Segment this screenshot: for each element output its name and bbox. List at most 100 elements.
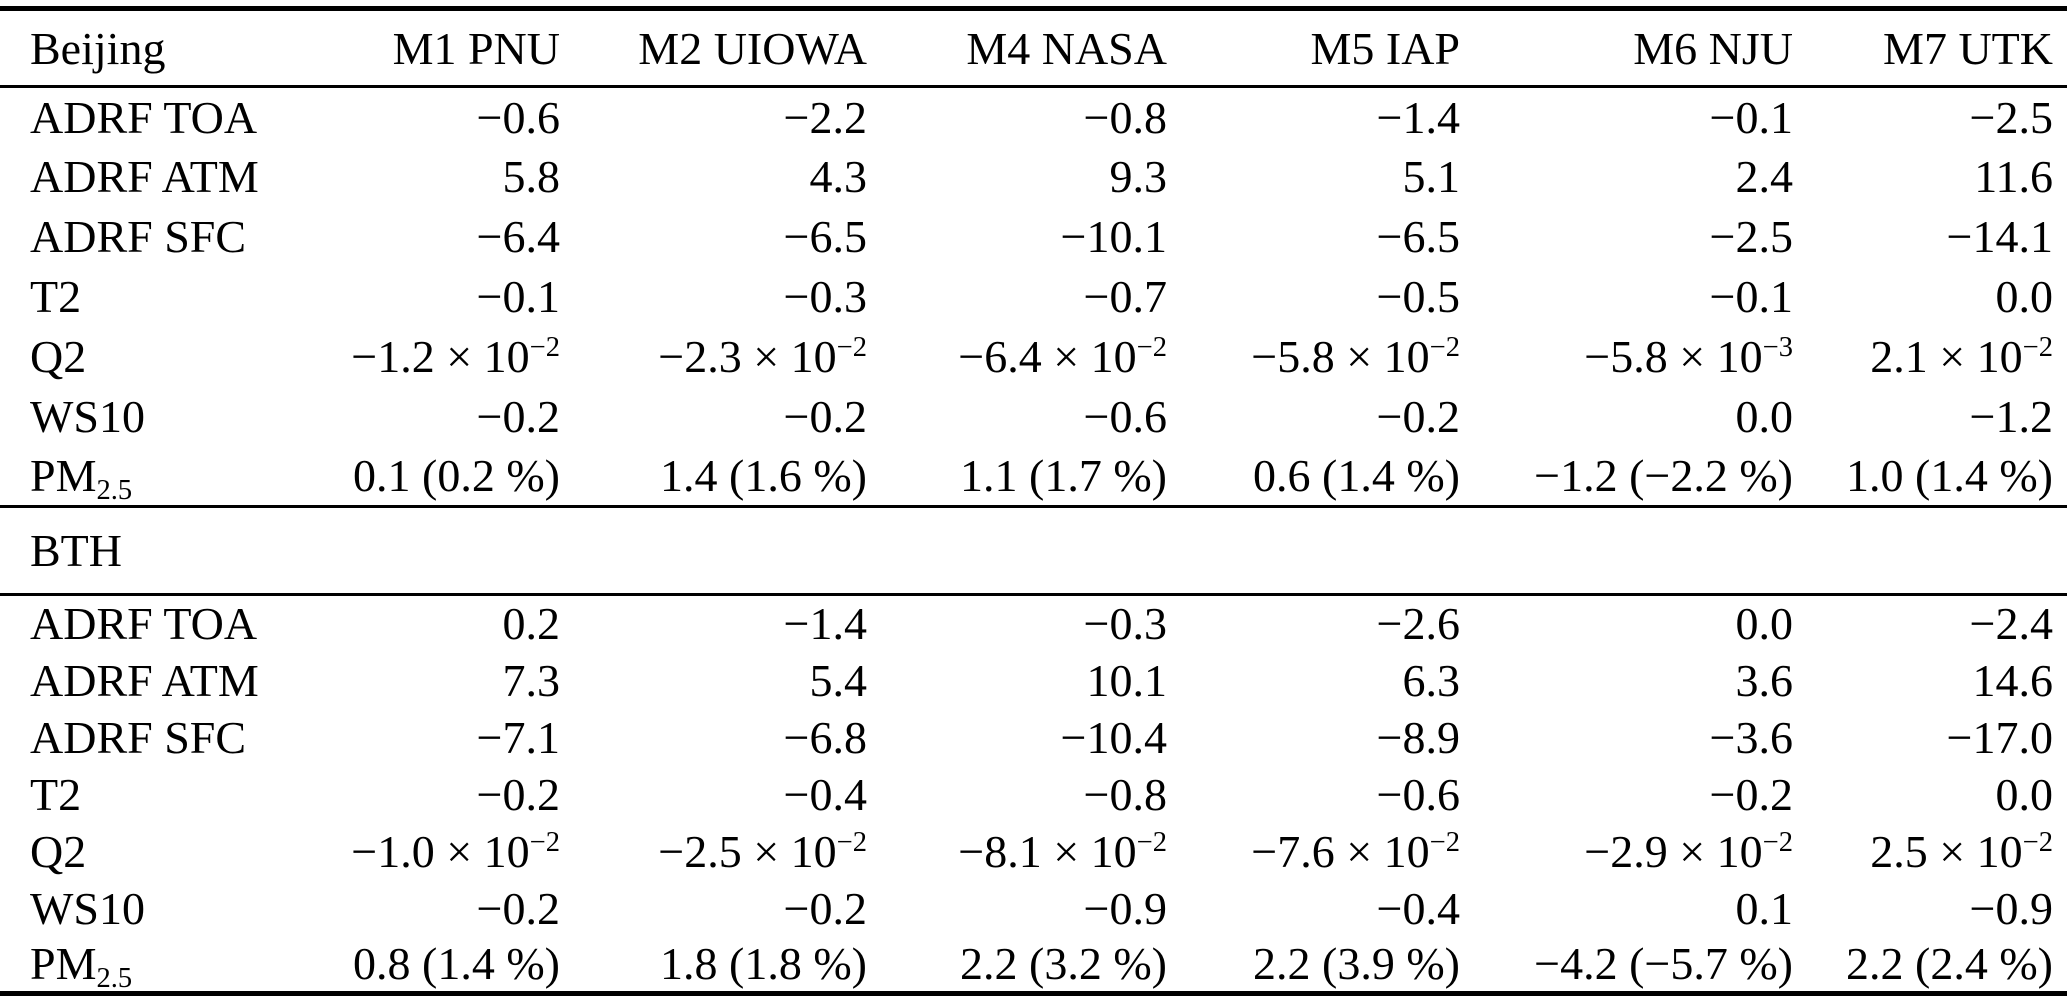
value-cell: −0.6 <box>1376 768 1460 820</box>
table-row: ADRF SFC −6.4 −6.5 −10.1 −6.5 −2.5 −14.1 <box>0 207 2067 267</box>
value-cell: 1.1 (1.7 %) <box>960 450 1167 502</box>
value-cell: 11.6 <box>1974 151 2053 202</box>
region-header-bth: BTH <box>30 525 122 576</box>
value-cell: −0.2 <box>1376 391 1460 442</box>
value-cell: −0.8 <box>1083 91 1167 143</box>
value-cell: 7.3 <box>502 654 561 706</box>
value-cell: −3.6 <box>1709 711 1793 763</box>
value-cell: −6.4 × 10−2 <box>958 331 1167 382</box>
table-row: T2 −0.2 −0.4 −0.8 −0.6 −0.2 0.0 <box>0 766 2067 823</box>
value-cell: 0.0 <box>1735 391 1794 442</box>
value-cell: 5.8 <box>502 151 561 202</box>
value-cell: −0.4 <box>1376 882 1460 934</box>
value-cell: −6.4 <box>476 211 560 262</box>
value-cell: −5.8 × 10−3 <box>1584 331 1793 382</box>
value-cell: −1.4 <box>1376 91 1460 143</box>
value-cell: −0.6 <box>1083 391 1167 442</box>
row-label: WS10 <box>30 882 145 934</box>
value-cell: −0.3 <box>783 271 867 322</box>
value-cell: −2.2 <box>783 91 867 143</box>
value-cell: −2.9 × 10−2 <box>1584 825 1793 877</box>
row-label: ADRF SFC <box>30 211 247 262</box>
value-cell: 0.1 (0.2 %) <box>353 450 560 502</box>
value-cell: −0.8 <box>1083 768 1167 820</box>
table-row: PM2.5 0.1 (0.2 %) 1.4 (1.6 %) 1.1 (1.7 %) 0.… <box>0 447 2067 507</box>
value-cell: 5.1 <box>1402 151 1461 202</box>
table-row: ADRF TOA 0.2 −1.4 −0.3 −2.6 0.0 −2.4 <box>0 595 2067 652</box>
value-cell: −4.2 (−5.7 %) <box>1534 938 1793 990</box>
value-cell: −0.9 <box>1969 882 2053 934</box>
value-cell: −7.6 × 10−2 <box>1251 825 1460 877</box>
value-cell: 2.4 <box>1735 151 1794 202</box>
value-cell: 2.2 (3.9 %) <box>1253 938 1460 990</box>
row-label: ADRF ATM <box>30 654 259 706</box>
value-cell: −0.2 <box>1709 768 1793 820</box>
row-label: ADRF TOA <box>30 91 258 143</box>
value-cell: −0.2 <box>476 391 560 442</box>
divider-row: BTH <box>0 507 2067 595</box>
value-cell: −2.6 <box>1376 598 1460 650</box>
column-header-m2-uiowa: M2 UIOWA <box>638 22 867 74</box>
results-table: Beijing M1 PNU M2 UIOWA M4 NASA M5 IAP M… <box>0 6 2067 996</box>
section-bth: ADRF TOA 0.2 −1.4 −0.3 −2.6 0.0 −2.4 ADRF ATM 7.… <box>0 595 2067 994</box>
value-cell: −0.9 <box>1083 882 1167 934</box>
value-cell: 2.5 × 10−2 <box>1870 825 2053 877</box>
value-cell: −0.5 <box>1376 271 1460 322</box>
value-cell: −0.2 <box>783 391 867 442</box>
table-row: ADRF TOA −0.6 −2.2 −0.8 −1.4 −0.1 −2.5 <box>0 87 2067 147</box>
row-label: ADRF ATM <box>30 151 259 202</box>
column-header-m1-pnu: M1 PNU <box>392 22 560 74</box>
value-cell: 10.1 <box>1086 654 1168 706</box>
row-label: ADRF SFC <box>30 711 247 763</box>
value-cell: −0.4 <box>783 768 867 820</box>
row-label: T2 <box>30 271 82 322</box>
value-cell: 2.2 (2.4 %) <box>1846 938 2053 990</box>
value-cell: −1.2 × 10−2 <box>351 331 560 382</box>
value-cell: −0.2 <box>476 768 560 820</box>
value-cell: −0.3 <box>1083 598 1167 650</box>
value-cell: −0.7 <box>1083 271 1167 322</box>
value-cell: −1.2 (−2.2 %) <box>1534 450 1793 502</box>
table-row: WS10 −0.2 −0.2 −0.6 −0.2 0.0 −1.2 <box>0 387 2067 447</box>
value-cell: 1.4 (1.6 %) <box>660 450 867 502</box>
section-divider: BTH <box>0 506 2067 595</box>
value-cell: −10.1 <box>1060 211 1167 262</box>
value-cell: −1.4 <box>783 598 867 650</box>
value-cell: −8.1 × 10−2 <box>958 825 1167 877</box>
value-cell: 2.2 (3.2 %) <box>960 938 1167 990</box>
value-cell: 6.3 <box>1402 654 1461 706</box>
column-header-m4-nasa: M4 NASA <box>966 22 1167 74</box>
value-cell: −5.8 × 10−2 <box>1251 331 1460 382</box>
value-cell: −0.1 <box>476 271 560 322</box>
value-cell: 14.6 <box>1972 654 2054 706</box>
value-cell: 1.8 (1.8 %) <box>660 938 867 990</box>
value-cell: −2.5 <box>1709 211 1793 262</box>
section-beijing: ADRF TOA −0.6 −2.2 −0.8 −1.4 −0.1 −2.5 ADRF ATM… <box>0 87 2067 507</box>
row-label: PM2.5 <box>30 938 133 995</box>
value-cell: −0.2 <box>783 882 867 934</box>
value-cell: −2.5 × 10−2 <box>658 825 867 877</box>
value-cell: 9.3 <box>1109 151 1168 202</box>
table-header: Beijing M1 PNU M2 UIOWA M4 NASA M5 IAP M… <box>0 9 2067 87</box>
value-cell: −1.0 × 10−2 <box>351 825 560 877</box>
value-cell: −7.1 <box>476 711 560 763</box>
value-cell: −6.5 <box>1376 211 1460 262</box>
table-row: ADRF ATM 5.8 4.3 9.3 5.1 2.4 11.6 <box>0 147 2067 207</box>
table-row: WS10 −0.2 −0.2 −0.9 −0.4 0.1 −0.9 <box>0 880 2067 937</box>
value-cell: −17.0 <box>1946 711 2053 763</box>
value-cell: 0.1 <box>1735 882 1794 934</box>
value-cell: 5.4 <box>809 654 868 706</box>
region-header-beijing: Beijing <box>30 22 166 74</box>
value-cell: 0.6 (1.4 %) <box>1253 450 1460 502</box>
value-cell: 0.8 (1.4 %) <box>353 938 560 990</box>
value-cell: 4.3 <box>809 151 868 202</box>
value-cell: 2.1 × 10−2 <box>1870 331 2053 382</box>
row-label: T2 <box>30 768 82 820</box>
row-label: PM2.5 <box>30 450 133 507</box>
value-cell: −0.6 <box>476 91 560 143</box>
value-cell: −10.4 <box>1060 711 1167 763</box>
table-row: ADRF ATM 7.3 5.4 10.1 6.3 3.6 14.6 <box>0 652 2067 709</box>
table-row: ADRF SFC −7.1 −6.8 −10.4 −8.9 −3.6 −17.0 <box>0 709 2067 766</box>
table-row: PM2.5 0.8 (1.4 %) 1.8 (1.8 %) 2.2 (3.2 %) 2.… <box>0 937 2067 994</box>
